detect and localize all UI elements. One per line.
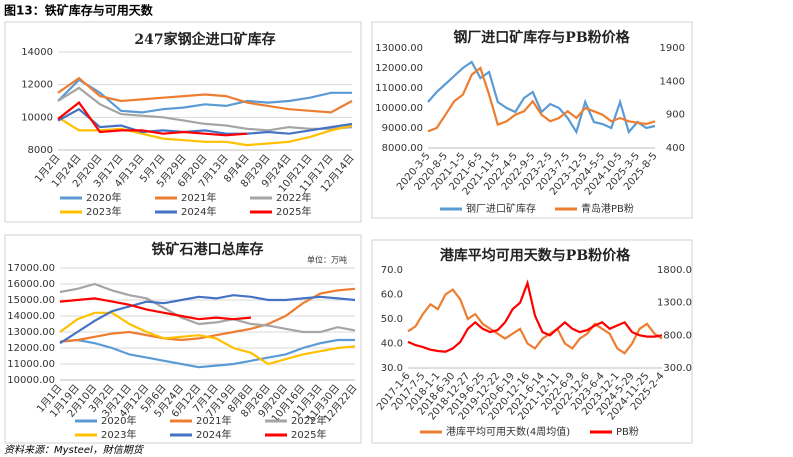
- legend-label: 青岛港PB粉: [581, 202, 634, 215]
- legend-label: 2024年: [181, 205, 216, 218]
- series-line: [427, 60, 656, 135]
- y-tick-label: 13000.00: [7, 327, 55, 338]
- legend-label: 2023年: [101, 428, 136, 441]
- y2-tick-label: 300.0: [663, 363, 692, 374]
- panel: [4, 21, 362, 223]
- series-line: [57, 101, 248, 137]
- y2-tick-label: 400: [666, 143, 685, 154]
- series-line: [59, 282, 356, 334]
- panel: [371, 239, 693, 444]
- chart-title: 钢厂进口矿库存与PB粉价格: [453, 29, 630, 46]
- y-tick-label: 12000.00: [7, 343, 55, 354]
- y-tick-label: 12000.00: [375, 63, 423, 74]
- y-tick-label: 12000: [21, 80, 53, 91]
- legend-label: 2022年: [276, 191, 311, 204]
- panel: [4, 234, 362, 444]
- chart-title: 铁矿石港口总库存: [152, 241, 264, 258]
- y-tick-label: 10000.00: [7, 375, 55, 386]
- legend-label: 2021年: [181, 191, 216, 204]
- legend-label: 2025年: [291, 428, 326, 441]
- y2-tick-label: 800.0: [663, 330, 692, 341]
- y-tick-label: 13000.00: [375, 43, 423, 54]
- y2-tick-label: 900: [666, 110, 685, 121]
- series-line: [57, 116, 353, 147]
- legend-label: 钢厂进口矿库存: [466, 202, 536, 215]
- y-tick-label: 30.0: [381, 363, 403, 374]
- legend-label: 2021年: [196, 414, 231, 427]
- panel: [371, 21, 693, 219]
- legend-label: 2020年: [101, 414, 136, 427]
- legend-label: 2020年: [86, 191, 121, 204]
- y-tick-label: 10000.00: [375, 103, 423, 114]
- series-line: [59, 311, 356, 366]
- y2-tick-label: 1900: [660, 43, 685, 54]
- y-tick-label: 8000.00: [382, 143, 423, 154]
- legend-label: 2022年: [291, 414, 326, 427]
- series-line: [407, 288, 663, 355]
- y-tick-label: 40.0: [381, 339, 403, 350]
- series-line: [57, 107, 353, 135]
- legend-label: 2024年: [196, 428, 231, 441]
- series-line: [57, 86, 353, 132]
- series-line: [59, 294, 356, 345]
- y-tick-label: 17000.00: [7, 263, 55, 274]
- y-tick-label: 11000.00: [7, 359, 55, 370]
- y-tick-label: 10000: [21, 112, 53, 123]
- series-line: [427, 66, 656, 133]
- y-tick-label: 8000: [28, 145, 53, 156]
- y-tick-label: 11000.00: [375, 83, 423, 94]
- y-tick-label: 9000.00: [382, 123, 423, 134]
- y-tick-label: 14000: [21, 47, 53, 58]
- series-line: [59, 338, 355, 369]
- y-tick-label: 15000.00: [7, 295, 55, 306]
- y-tick-label: 14000.00: [7, 311, 55, 322]
- series-line: [407, 279, 663, 353]
- y-tick-label: 50.0: [381, 314, 403, 325]
- legend-label: 港库平均可用天数(4周均值): [446, 425, 570, 438]
- legend-label: 2025年: [276, 205, 311, 218]
- chart-title: 港库平均可用天数与PB粉价格: [440, 247, 631, 264]
- chart-title: 247家钢企进口矿库存: [134, 31, 275, 48]
- y-tick-label: 16000.00: [7, 279, 55, 290]
- y2-tick-label: 1400: [660, 76, 685, 87]
- legend-label: PB粉: [616, 425, 639, 438]
- y2-tick-label: 1800.0: [657, 265, 692, 276]
- legend-label: 2023年: [86, 205, 121, 218]
- series-line: [57, 76, 353, 114]
- annotation: 单位：万吨: [307, 255, 347, 265]
- figure-title: 图13：铁矿库存与可用天数: [4, 3, 154, 18]
- y2-tick-label: 1300.0: [657, 298, 692, 309]
- y-tick-label: 60.0: [381, 290, 403, 301]
- y-tick-label: 70.0: [381, 265, 403, 276]
- source: 资料来源：Mysteel，財信期货: [4, 444, 145, 456]
- series-line: [59, 297, 252, 321]
